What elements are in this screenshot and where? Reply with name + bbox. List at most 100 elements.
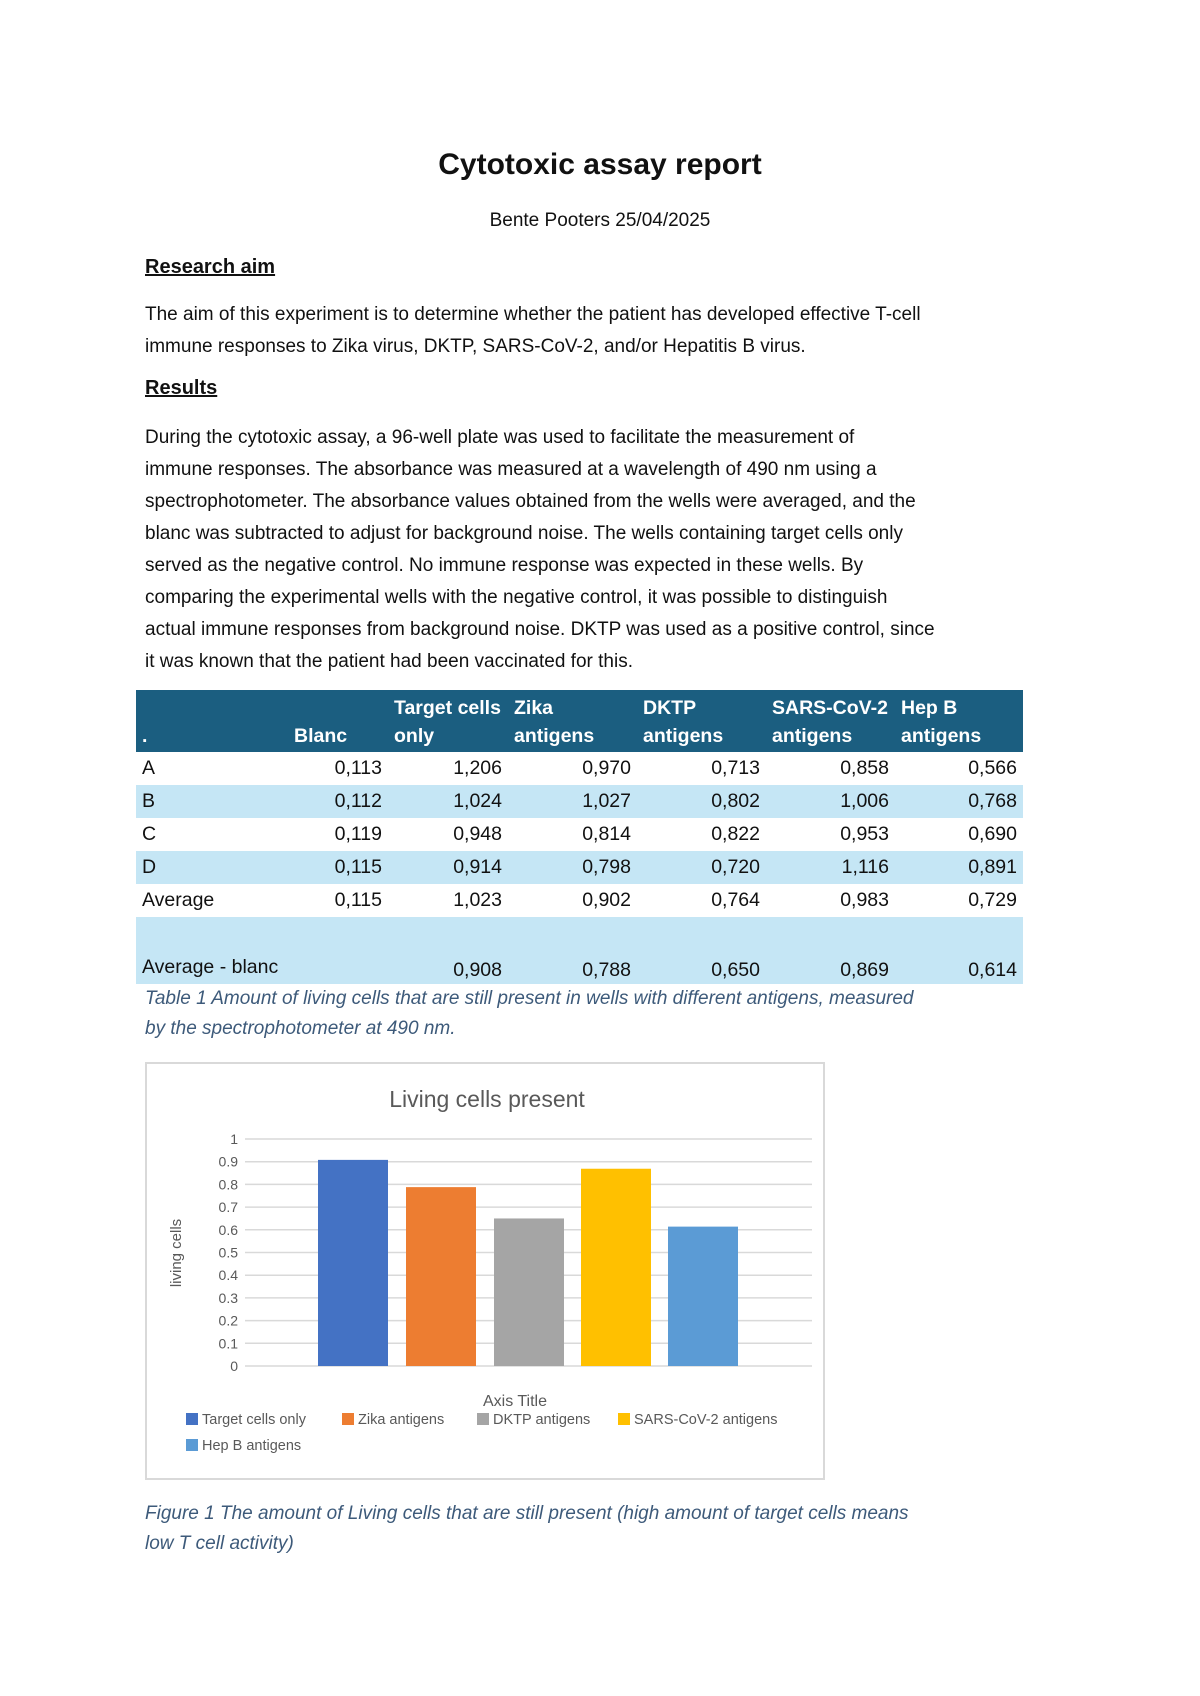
header-cell: Target cells only xyxy=(388,690,508,752)
table-cell: 0,764 xyxy=(711,889,760,911)
table-cell: 0,113 xyxy=(334,757,382,779)
table-cell: 0,983 xyxy=(840,889,889,911)
table-cell: 0,914 xyxy=(388,851,508,884)
y-tick-label: 1 xyxy=(230,1131,238,1147)
text-line: comparing the experimental wells with th… xyxy=(145,587,888,608)
table-cell: 1,006 xyxy=(766,785,895,818)
y-axis-label: living cells xyxy=(168,1219,185,1287)
legend-label: Target cells only xyxy=(202,1412,307,1428)
table-row: C 0,119 0,948 0,814 0,822 0,953 0,690 xyxy=(136,818,1023,851)
header-cell: SARS-CoV-2 antigens xyxy=(766,690,895,752)
results-heading: Results xyxy=(145,377,218,399)
document-title: Cytotoxic assay report xyxy=(438,148,762,181)
caption-line: by the spectrophotometer at 490 nm. xyxy=(145,1018,456,1039)
y-tick-label: 0 xyxy=(230,1358,238,1374)
text-line: served as the negative control. No immun… xyxy=(145,555,864,576)
figure-caption: Figure 1 The amount of Living cells that… xyxy=(145,1499,909,1559)
table-cell: 0,814 xyxy=(582,823,631,845)
table-cell: 1,206 xyxy=(453,757,502,779)
table-cell: 0,720 xyxy=(637,851,766,884)
row-label: Average xyxy=(142,889,215,911)
table-cell: 0,115 xyxy=(288,851,388,884)
legend-swatch xyxy=(618,1413,630,1425)
table-cell: 0,970 xyxy=(582,757,631,779)
legend-label: Zika antigens xyxy=(358,1412,444,1428)
table-cell: 0,869 xyxy=(766,917,895,984)
y-tick-label: 0.7 xyxy=(219,1199,239,1215)
table-cell: 0,788 xyxy=(508,917,637,984)
y-tick-label: 0.6 xyxy=(219,1222,239,1238)
table-cell: 0,614 xyxy=(895,917,1023,984)
text-line: During the cytotoxic assay, a 96-well pl… xyxy=(145,427,855,448)
header-cell: Hep B antigens xyxy=(895,690,1023,752)
text-line: The aim of this experiment is to determi… xyxy=(145,304,921,325)
table-cell: 0,690 xyxy=(968,823,1017,845)
table-cell: 0,798 xyxy=(508,851,637,884)
text-line: spectrophotometer. The absorbance values… xyxy=(145,491,916,512)
header-cell: DKTP antigens xyxy=(637,690,766,752)
caption-line: Table 1 Amount of living cells that are … xyxy=(145,988,914,1009)
table-cell: 1,116 xyxy=(766,851,895,884)
table-caption: Table 1 Amount of living cells that are … xyxy=(145,984,914,1044)
table-cell: 0,650 xyxy=(637,917,766,984)
table-cell: 0,802 xyxy=(637,785,766,818)
chart-frame xyxy=(145,1062,825,1480)
caption-line: Figure 1 The amount of Living cells that… xyxy=(145,1503,909,1524)
table-cell xyxy=(288,917,388,984)
row-label: D xyxy=(136,851,288,884)
y-tick-label: 0.8 xyxy=(219,1176,239,1192)
table-cell: 0,768 xyxy=(895,785,1023,818)
header-cell: Blanc xyxy=(288,690,388,752)
table-cell: 0,948 xyxy=(453,823,502,845)
text-line: immune responses. The absorbance was mea… xyxy=(145,459,877,480)
row-label: C xyxy=(142,823,157,845)
results-paragraph: During the cytotoxic assay, a 96-well pl… xyxy=(145,422,935,678)
legend-label: DKTP antigens xyxy=(493,1412,590,1428)
table-cell: 0,953 xyxy=(840,823,889,845)
table-row: B 0,112 1,024 1,027 0,802 1,006 0,768 xyxy=(136,785,1023,818)
header-cell: Zika antigens xyxy=(508,690,637,752)
table-row: D 0,115 0,914 0,798 0,720 1,116 0,891 xyxy=(136,851,1023,884)
y-tick-label: 0.1 xyxy=(219,1335,239,1351)
table-cell: 0,822 xyxy=(711,823,760,845)
legend-label: SARS-CoV-2 antigens xyxy=(634,1412,777,1428)
text-line: actual immune responses from background … xyxy=(145,619,935,640)
legend-label: Hep B antigens xyxy=(202,1438,301,1454)
text-line: it was known that the patient had been v… xyxy=(145,651,633,672)
text-line: immune responses to Zika virus, DKTP, SA… xyxy=(145,336,806,357)
author-date: Bente Pooters 25/04/2025 xyxy=(489,210,711,231)
table-cell: 1,027 xyxy=(508,785,637,818)
table-cell: 0,119 xyxy=(334,823,382,845)
table-header-row: . Blanc Target cells only Zika antigens … xyxy=(136,690,1023,752)
bar xyxy=(318,1159,388,1366)
table-row: Average 0,115 1,023 0,902 0,764 0,983 0,729 xyxy=(136,884,1023,917)
table-cell: 0,112 xyxy=(288,785,388,818)
caption-line: low T cell activity) xyxy=(145,1533,294,1554)
chart-title: Living cells present xyxy=(389,1086,585,1112)
row-label: B xyxy=(136,785,288,818)
y-tick-label: 0.2 xyxy=(219,1313,239,1329)
table-cell: 1,023 xyxy=(453,889,502,911)
bar xyxy=(406,1187,476,1366)
table-cell: 0,902 xyxy=(582,889,631,911)
table-cell: 0,908 xyxy=(388,917,508,984)
header-cell: . xyxy=(136,690,288,752)
y-tick-label: 0.4 xyxy=(219,1267,239,1283)
legend-swatch xyxy=(186,1413,198,1425)
row-label: A xyxy=(142,757,156,779)
table-cell: 0,713 xyxy=(711,757,760,779)
table-cell: 0,115 xyxy=(334,889,382,911)
legend-swatch xyxy=(186,1439,198,1451)
table-cell: 1,024 xyxy=(388,785,508,818)
bar xyxy=(668,1226,738,1366)
y-tick-label: 0.9 xyxy=(219,1154,239,1170)
absorbance-table: . Blanc Target cells only Zika antigens … xyxy=(136,690,1023,984)
research-aim-heading: Research aim xyxy=(145,256,276,278)
row-label: Average - blanc xyxy=(136,917,288,984)
legend-swatch xyxy=(477,1413,489,1425)
y-tick-label: 0.5 xyxy=(219,1245,239,1261)
table-row: Average - blanc 0,908 0,788 0,650 0,869 0,614 xyxy=(136,917,1023,984)
legend-swatch xyxy=(342,1413,354,1425)
research-aim-paragraph: The aim of this experiment is to determi… xyxy=(145,299,921,363)
